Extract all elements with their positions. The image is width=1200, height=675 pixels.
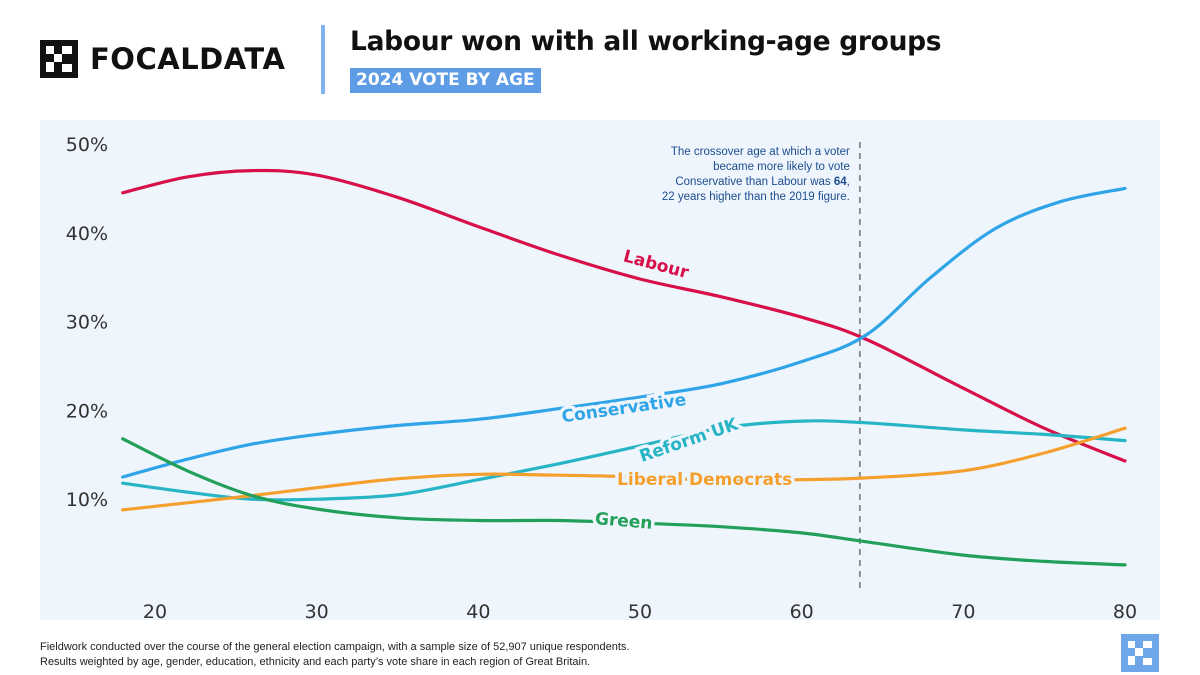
header-divider [321,25,325,94]
series-line-green [121,437,1127,567]
x-tick-label: 20 [143,601,167,620]
focaldata-badge-icon [1121,634,1159,672]
series-line-labour [121,168,1127,463]
line-chart: 10% 20% 30% 40% 50% 20 30 40 50 60 70 80 The crossov… [66,134,1137,620]
x-tick-label: 70 [951,601,975,620]
brand-logo: FOCALDATA [40,40,285,78]
series-label-conservative: Conservative [560,390,687,427]
y-tick-label: 40% [66,223,108,245]
x-tick-label: 60 [790,601,814,620]
focaldata-logo-icon [40,40,78,78]
footnote: Fieldwork conducted over the course of t… [40,640,629,670]
annotation-line: Conservative than Labour was 64, [675,176,850,188]
brand-name: FOCALDATA [90,42,286,76]
footnote-line-1: Fieldwork conducted over the course of t… [40,641,630,653]
x-tick-label: 50 [628,601,652,620]
x-tick-label: 40 [466,601,490,620]
plot-area: 10% 20% 30% 40% 50% 20 30 40 50 60 70 80 The crossov… [40,120,1160,620]
annotation-line: The crossover age at which a voter [671,146,850,158]
footnote-line-2: Results weighted by age, gender, educati… [40,656,591,668]
y-tick-label: 20% [66,400,108,422]
x-tick-label: 30 [305,601,329,620]
series-line-conservative [121,186,1127,479]
chart-subtitle: 2024 VOTE BY AGE [350,68,541,93]
series-line-liberal-democrats [121,426,1127,512]
y-tick-label: 30% [66,312,108,334]
series-label-liberal-democrats: Liberal Democrats [617,470,792,490]
series-label-green: Green [594,509,653,534]
y-tick-label: 10% [66,489,108,511]
annotation-line: 22 years higher than the 2019 figure. [662,191,850,203]
chart-title: Labour won with all working-age groups [350,26,942,57]
crossover-age: 64 [834,176,847,188]
series-label-reform-uk: Reform UK [637,414,741,467]
x-tick-label: 80 [1113,601,1137,620]
annotation-line: became more likely to vote [713,161,850,173]
y-tick-label: 50% [66,134,108,156]
